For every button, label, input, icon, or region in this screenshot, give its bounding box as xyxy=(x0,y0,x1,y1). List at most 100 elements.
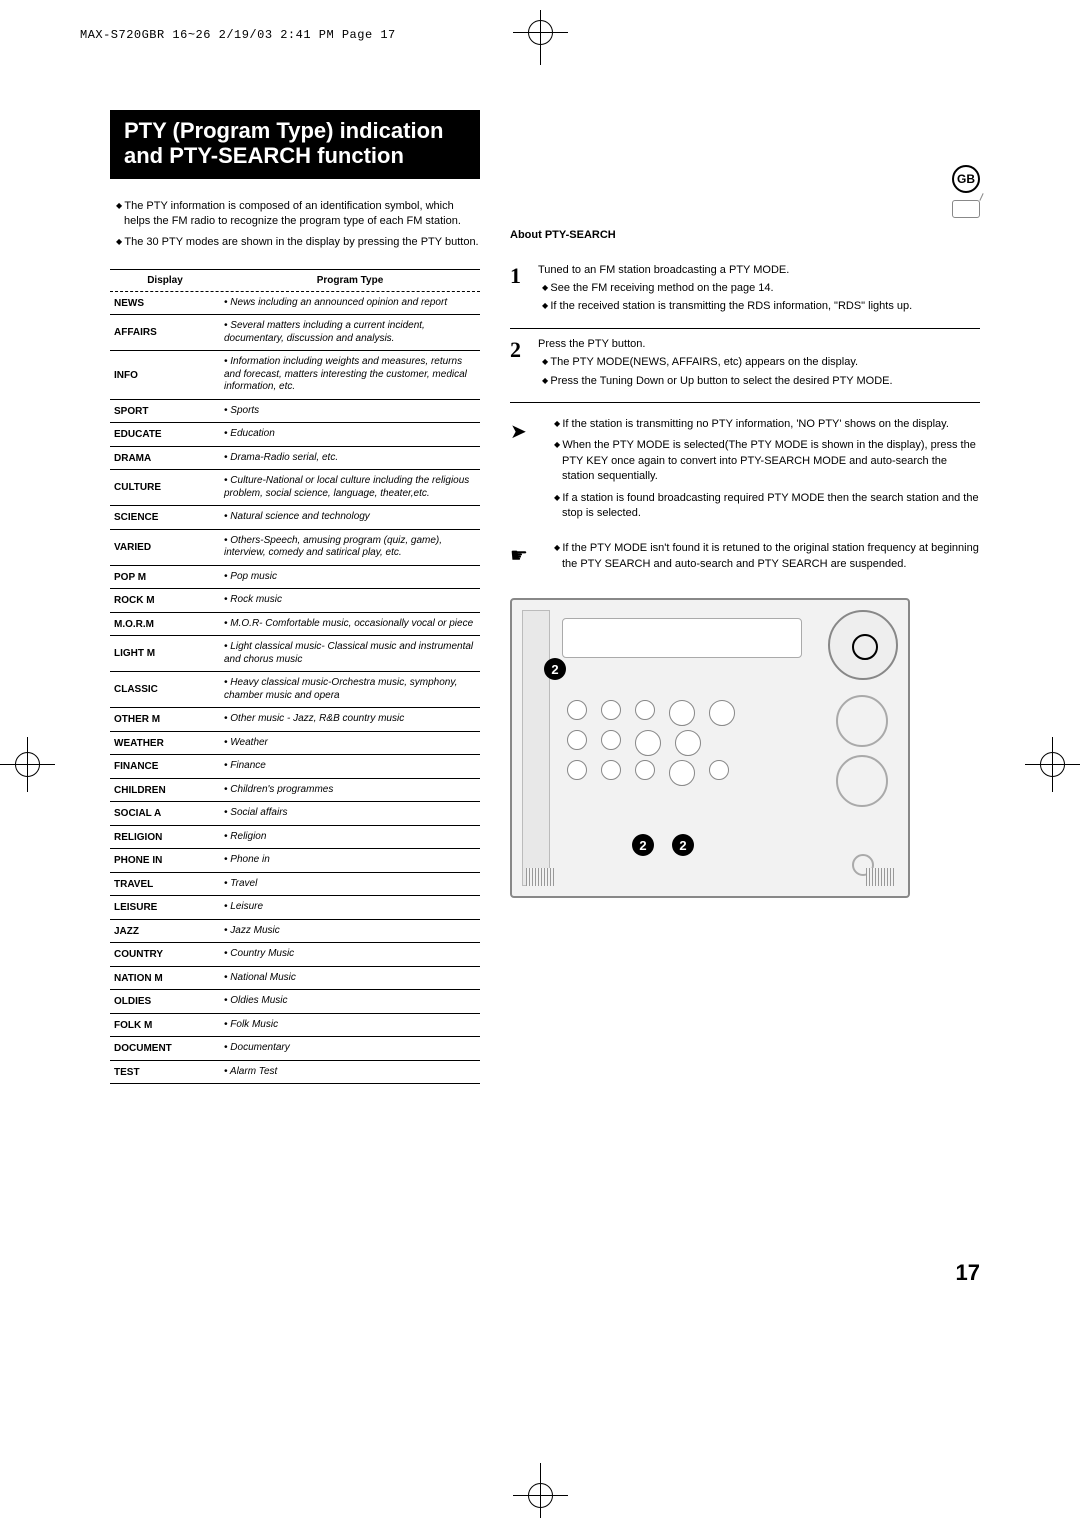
crop-mark-left xyxy=(0,764,55,765)
cell-display: SPORT xyxy=(110,406,220,417)
cell-display: PHONE IN xyxy=(110,855,220,866)
note-line: If a station is found broadcasting requi… xyxy=(550,491,980,522)
table-row: COUNTRY• Country Music xyxy=(110,943,480,967)
cell-type: • Culture-National or local culture incl… xyxy=(220,475,480,500)
cell-display: VARIED xyxy=(110,542,220,553)
step-sub: Press the Tuning Down or Up button to se… xyxy=(538,374,980,389)
table-row: NATION M• National Music xyxy=(110,967,480,991)
cell-display: TRAVEL xyxy=(110,879,220,890)
cell-type: • Folk Music xyxy=(220,1019,480,1032)
cell-display: INFO xyxy=(110,370,220,381)
cell-type: • Weather xyxy=(220,737,480,750)
cell-display: AFFAIRS xyxy=(110,327,220,338)
cell-display: JAZZ xyxy=(110,926,220,937)
print-header: MAX-S720GBR 16~26 2/19/03 2:41 PM Page 1… xyxy=(80,28,396,42)
note-block-arrow: ➤ If the station is transmitting no PTY … xyxy=(510,417,980,527)
table-row: INFO• Information including weights and … xyxy=(110,351,480,400)
table-row: FOLK M• Folk Music xyxy=(110,1014,480,1038)
table-row: VARIED• Others-Speech, amusing program (… xyxy=(110,530,480,566)
table-row: LEISURE• Leisure xyxy=(110,896,480,920)
table-row: DRAMA• Drama-Radio serial, etc. xyxy=(110,447,480,471)
cell-display: TEST xyxy=(110,1067,220,1078)
step-number: 1 xyxy=(510,263,538,318)
table-row: RELIGION• Religion xyxy=(110,826,480,850)
cell-display: COUNTRY xyxy=(110,949,220,960)
cell-type: • Natural science and technology xyxy=(220,511,480,524)
cell-type: • Education xyxy=(220,428,480,441)
table-row: SOCIAL A• Social affairs xyxy=(110,802,480,826)
page-number: 17 xyxy=(956,1260,980,1286)
cell-type: • Finance xyxy=(220,760,480,773)
table-row: CHILDREN• Children's programmes xyxy=(110,779,480,803)
cell-type: • News including an announced opinion an… xyxy=(220,297,480,310)
cell-display: LIGHT M xyxy=(110,648,220,659)
cell-type: • Leisure xyxy=(220,901,480,914)
cell-display: DRAMA xyxy=(110,453,220,464)
table-row: AFFAIRS• Several matters including a cur… xyxy=(110,315,480,351)
intro-text: The PTY information is composed of an id… xyxy=(110,199,480,251)
step-main: Press the PTY button. xyxy=(538,337,980,352)
cell-display: CHILDREN xyxy=(110,785,220,796)
page-title: PTY (Program Type) indication and PTY-SE… xyxy=(110,110,480,179)
cell-display: POP M xyxy=(110,572,220,583)
step-2: 2 Press the PTY button. The PTY MODE(NEW… xyxy=(510,329,980,403)
cell-display: NATION M xyxy=(110,973,220,984)
cell-type: • Alarm Test xyxy=(220,1066,480,1079)
cell-display: SCIENCE xyxy=(110,512,220,523)
cell-type: • Pop music xyxy=(220,571,480,584)
table-row: NEWS• News including an announced opinio… xyxy=(110,292,480,316)
cell-type: • Rock music xyxy=(220,594,480,607)
cell-type: • M.O.R- Comfortable music, occasionally… xyxy=(220,618,480,631)
step-sub: If the received station is transmitting … xyxy=(538,299,980,314)
cell-type: • Documentary xyxy=(220,1042,480,1055)
cell-type: • Religion xyxy=(220,831,480,844)
crop-mark-bottom xyxy=(540,1463,541,1518)
table-row: PHONE IN• Phone in xyxy=(110,849,480,873)
table-row: CULTURE• Culture-National or local cultu… xyxy=(110,470,480,506)
cell-type: • National Music xyxy=(220,972,480,985)
table-row: DOCUMENT• Documentary xyxy=(110,1037,480,1061)
table-row: OTHER M• Other music - Jazz, R&B country… xyxy=(110,708,480,732)
table-row: JAZZ• Jazz Music xyxy=(110,920,480,944)
cell-display: FOLK M xyxy=(110,1020,220,1031)
arrow-icon: ➤ xyxy=(510,417,540,527)
cell-display: WEATHER xyxy=(110,738,220,749)
cell-type: • Oldies Music xyxy=(220,995,480,1008)
table-row: OLDIES• Oldies Music xyxy=(110,990,480,1014)
cell-type: • Others-Speech, amusing program (quiz, … xyxy=(220,535,480,560)
cell-type: • Information including weights and meas… xyxy=(220,356,480,394)
pty-table: Display Program Type NEWS• News includin… xyxy=(110,269,480,1085)
table-row: SCIENCE• Natural science and technology xyxy=(110,506,480,530)
cell-display: ROCK M xyxy=(110,595,220,606)
table-row: CLASSIC• Heavy classical music-Orchestra… xyxy=(110,672,480,708)
cell-type: • Phone in xyxy=(220,854,480,867)
cell-display: FINANCE xyxy=(110,761,220,772)
table-row: EDUCATE• Education xyxy=(110,423,480,447)
cell-display: CULTURE xyxy=(110,482,220,493)
crop-mark-right xyxy=(1025,764,1080,765)
cell-display: CLASSIC xyxy=(110,684,220,695)
step-sub: See the FM receiving method on the page … xyxy=(538,281,980,296)
cell-type: • Heavy classical music-Orchestra music,… xyxy=(220,677,480,702)
cell-display: OLDIES xyxy=(110,996,220,1007)
note-line: If the station is transmitting no PTY in… xyxy=(550,417,980,432)
col-header-display: Display xyxy=(110,275,220,286)
device-illustration: 2 2 2 xyxy=(510,598,910,898)
cell-type: • Country Music xyxy=(220,948,480,961)
table-row: TEST• Alarm Test xyxy=(110,1061,480,1085)
table-row: FINANCE• Finance xyxy=(110,755,480,779)
table-row: LIGHT M• Light classical music- Classica… xyxy=(110,636,480,672)
cell-type: • Children's programmes xyxy=(220,784,480,797)
table-row: WEATHER• Weather xyxy=(110,732,480,756)
step-number: 2 xyxy=(510,337,538,392)
col-header-type: Program Type xyxy=(220,275,480,286)
callout-badge: 2 xyxy=(672,834,694,856)
cell-type: • Drama-Radio serial, etc. xyxy=(220,452,480,465)
cell-type: • Light classical music- Classical music… xyxy=(220,641,480,666)
cell-display: OTHER M xyxy=(110,714,220,725)
table-row: ROCK M• Rock music xyxy=(110,589,480,613)
cell-display: LEISURE xyxy=(110,902,220,913)
callout-badge: 2 xyxy=(544,658,566,680)
cell-display: NEWS xyxy=(110,298,220,309)
cell-type: • Social affairs xyxy=(220,807,480,820)
